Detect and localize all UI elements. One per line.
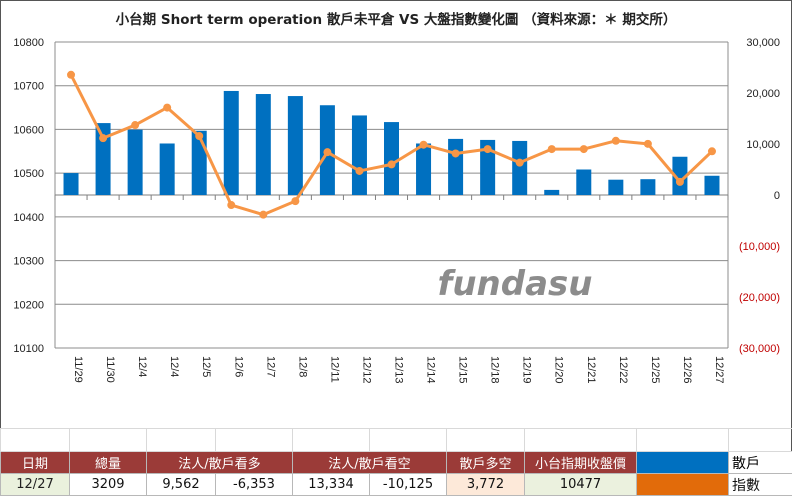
bar: [128, 130, 143, 195]
x-axis: 11/29 11/30 12/4 12/4 12/5 12/6 12/7 12/8 12/11 1…: [72, 356, 725, 384]
bar: [160, 143, 175, 195]
index-point: [227, 201, 235, 209]
bar: [288, 96, 303, 195]
x-tick-label: 12/6: [232, 356, 244, 377]
left-tick-label: 10300: [13, 256, 44, 268]
left-tick-label: 10100: [13, 343, 44, 355]
x-tick-label: 12/27: [713, 356, 725, 384]
left-tick-label: 10200: [13, 299, 44, 311]
header-date: 日期: [1, 452, 70, 474]
index-point: [420, 141, 428, 149]
index-point: [67, 71, 75, 79]
header-long: 法人/散戶看多: [147, 452, 293, 474]
index-point: [131, 121, 139, 129]
left-tick-label: 10700: [13, 81, 44, 93]
x-tick-label: 12/18: [489, 356, 501, 384]
bar: [544, 190, 559, 195]
legend-swatch-retail: [637, 452, 729, 474]
bar: [640, 179, 655, 195]
index-point: [388, 160, 396, 168]
left-tick-label: 10400: [13, 212, 44, 224]
table-header-row: 日期 總量 法人/散戶看多 法人/散戶看空 散戶多空 小台指期收盤價 散戶: [1, 452, 792, 474]
bar: [416, 143, 431, 195]
right-tick-label: 10,000: [746, 139, 780, 151]
x-tick-label: 12/4: [136, 356, 148, 377]
x-tick-label: 12/15: [457, 356, 469, 384]
bar: [192, 131, 207, 195]
bar: [64, 173, 79, 195]
index-point: [580, 145, 588, 153]
x-tick-label: 12/25: [649, 356, 661, 384]
right-tick-label: (30,000): [739, 343, 780, 355]
index-point: [99, 134, 107, 142]
bar: [96, 123, 111, 195]
index-point: [163, 104, 171, 112]
bar: [512, 141, 527, 195]
index-point: [516, 159, 524, 167]
chart: 小台期 Short term operation 散戶未平倉 VS 大盤指數變化…: [0, 0, 792, 428]
x-tick-label: 11/29: [72, 356, 84, 383]
bar: [352, 115, 367, 195]
x-tick-label: 12/7: [264, 356, 276, 377]
x-tick-label: 12/14: [425, 356, 437, 384]
x-tick-label: 12/26: [681, 356, 693, 384]
x-tick-label: 12/4: [168, 356, 180, 377]
bar: [576, 170, 591, 196]
index-point: [676, 178, 684, 186]
index-point: [355, 167, 363, 175]
header-retail-net: 散戶多空: [447, 452, 525, 474]
x-tick-label: 12/13: [393, 356, 405, 384]
x-tick-label: 12/8: [296, 356, 308, 377]
left-axis: 10800 10700 10600 10500 10400 10300 10200 10100: [13, 37, 44, 355]
header-close: 小台指期收盤價: [525, 452, 637, 474]
header-short: 法人/散戶看空: [293, 452, 447, 474]
legend-label-retail: 散戶: [729, 452, 792, 474]
bar: [256, 94, 271, 195]
index-point: [484, 145, 492, 153]
right-tick-label: (20,000): [739, 292, 780, 304]
x-tick-label: 12/20: [553, 356, 565, 384]
right-tick-label: 30,000: [746, 37, 780, 49]
index-point: [644, 140, 652, 148]
chart-title: 小台期 Short term operation 散戶未平倉 VS 大盤指數變化…: [116, 11, 677, 28]
watermark: fundasu: [438, 264, 593, 304]
x-tick-label: 12/12: [360, 356, 372, 384]
left-tick-label: 10800: [13, 37, 44, 49]
bar: [704, 176, 719, 195]
x-tick-label: 12/22: [617, 356, 629, 384]
x-tick-label: 11/30: [104, 356, 116, 383]
index-point: [259, 211, 267, 219]
right-tick-label: 20,000: [746, 88, 780, 100]
index-point: [291, 197, 299, 205]
summary-table: 日期 總量 法人/散戶看多 法人/散戶看空 散戶多空 小台指期收盤價 散戶 12…: [0, 428, 792, 496]
index-point: [323, 148, 331, 156]
x-tick-label: 12/11: [328, 356, 340, 383]
x-tick-label: 12/21: [585, 356, 597, 384]
left-tick-label: 10600: [13, 124, 44, 136]
x-tick-label: 12/19: [521, 356, 533, 384]
right-tick-label: 0: [774, 190, 780, 202]
bar: [448, 139, 463, 195]
index-point: [708, 147, 716, 155]
right-axis: 30,000 20,000 10,000 0 (10,000) (20,000) (30,0…: [739, 37, 780, 355]
right-tick-label: (10,000): [739, 241, 780, 253]
index-point: [548, 145, 556, 153]
bar: [608, 180, 623, 195]
index-point: [195, 132, 203, 140]
left-tick-label: 10500: [13, 168, 44, 180]
bar: [384, 122, 399, 195]
header-total: 總量: [70, 452, 147, 474]
bar: [224, 91, 239, 195]
index-point: [612, 137, 620, 145]
x-tick-label: 12/5: [200, 356, 212, 377]
bar-series: [64, 91, 720, 195]
index-point: [452, 149, 460, 157]
